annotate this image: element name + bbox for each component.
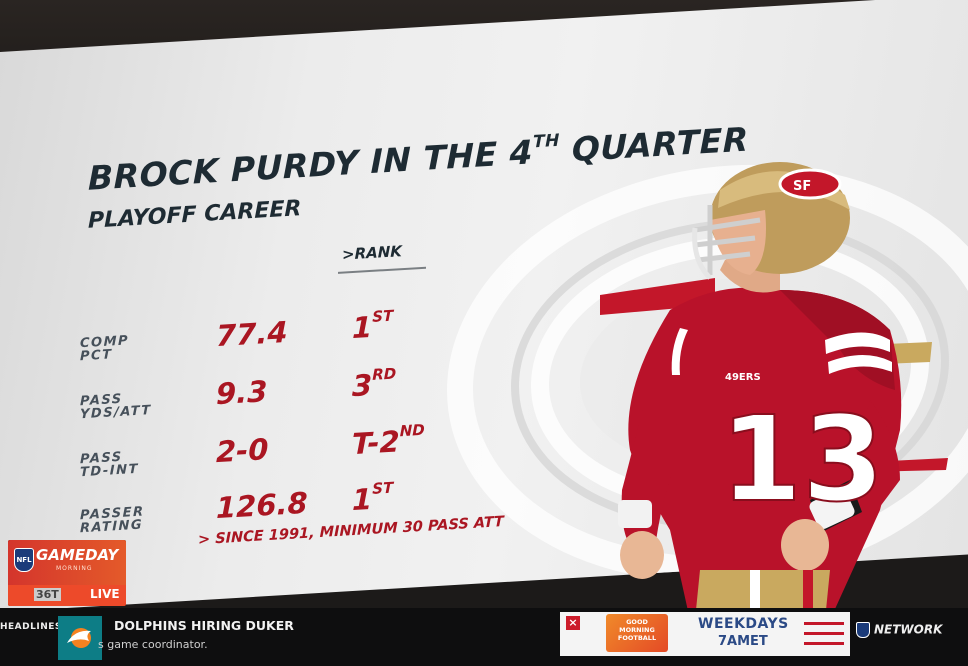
stat-value: 77.4 [216,314,288,354]
stat-rank: 3RD [352,364,397,404]
nfl-shield-icon [856,622,870,638]
stat-label: PASSER RATING [80,504,145,537]
stat-value: 9.3 [216,374,268,412]
show-badge: NFL GAMEDAY MORNING 36T LIVE [8,540,126,606]
stat-label: PASS YDS/ATT [80,391,152,423]
stat-rank: 1ST [352,306,394,346]
show-promo: × GOOD MORNING FOOTBALL WEEKDAYS 7AMET [560,612,850,656]
ticker-subline: s game coordinator. [98,638,208,651]
stat-label: COMP PCT [80,333,130,365]
promo-time: 7AMET [718,634,768,649]
svg-text:SF: SF [793,179,811,194]
nfl-shield-icon: NFL [14,548,34,572]
close-icon[interactable]: × [566,616,580,630]
stripes-icon [804,622,844,645]
channel-number: 36T [34,588,61,601]
stat-value: 126.8 [216,485,308,526]
graphic-subtitle: PLAYOFF CAREER [88,196,302,234]
jersey-text: 49ERS [725,372,761,383]
ticker-section-label: HEADLINES [0,622,62,632]
show-subtitle: MORNING [56,565,93,572]
stat-rank: 1ST [352,478,394,518]
player-photo: 13 49ERS SF [600,162,948,620]
live-indicator: LIVE [90,587,120,601]
stat-label: PASS TD-INT [80,449,139,481]
promo-days: WEEKDAYS [698,616,789,632]
stat-rank: T-2ND [352,421,425,462]
nfl-network-logo: NETWORK [856,622,942,638]
rank-column-header: >RANK [342,242,402,264]
dolphins-logo-icon [58,616,102,660]
gmfb-logo: GOOD MORNING FOOTBALL [606,614,668,652]
show-title: GAMEDAY [36,546,119,564]
ticker-headline: DOLPHINS HIRING DUKER [114,618,294,633]
rank-header-divider [338,266,426,274]
stat-value: 2-0 [216,432,269,470]
jersey-number: 13 [720,390,884,528]
